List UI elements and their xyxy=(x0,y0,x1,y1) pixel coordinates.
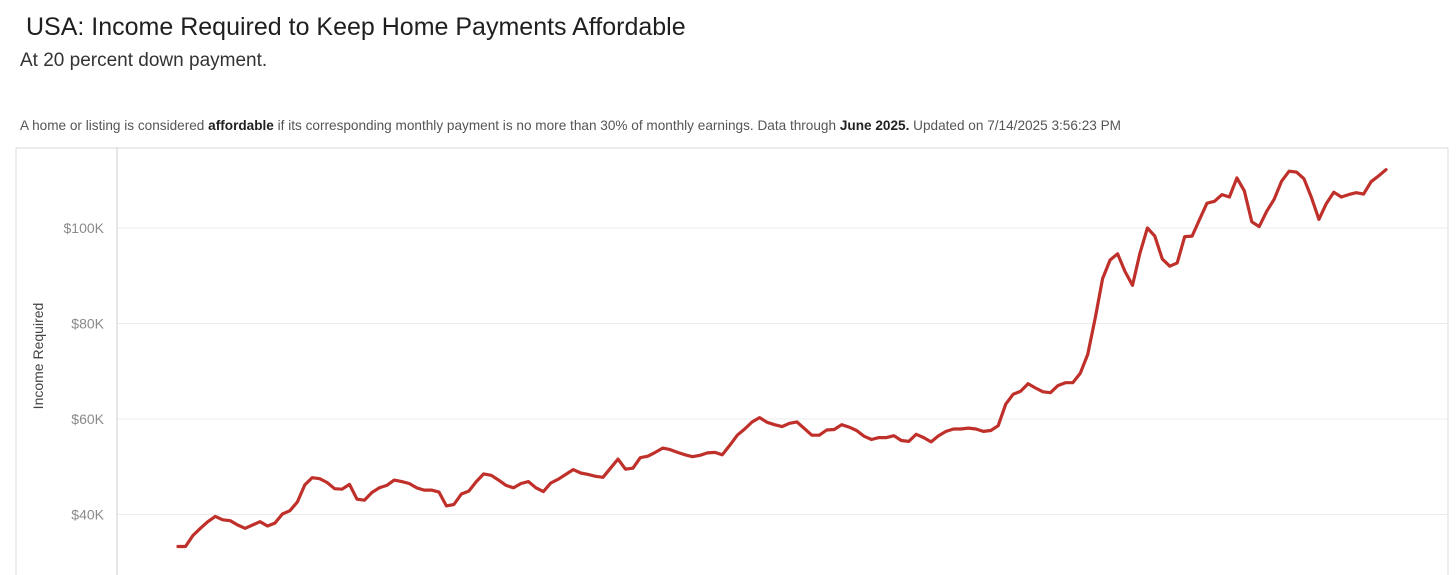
y-tick-label: $60K xyxy=(71,411,104,427)
y-tick-label: $40K xyxy=(71,507,104,523)
y-tick-label: $100K xyxy=(64,220,105,236)
series-layer xyxy=(178,170,1386,547)
plot-border xyxy=(16,148,1448,575)
grid-lines xyxy=(117,228,1448,515)
y-axis-label: Income Required xyxy=(30,303,46,410)
series-line xyxy=(178,170,1386,547)
y-tick-label: $80K xyxy=(71,316,104,332)
y-axis-ticks: $40K $60K $80K $100K xyxy=(64,220,105,523)
